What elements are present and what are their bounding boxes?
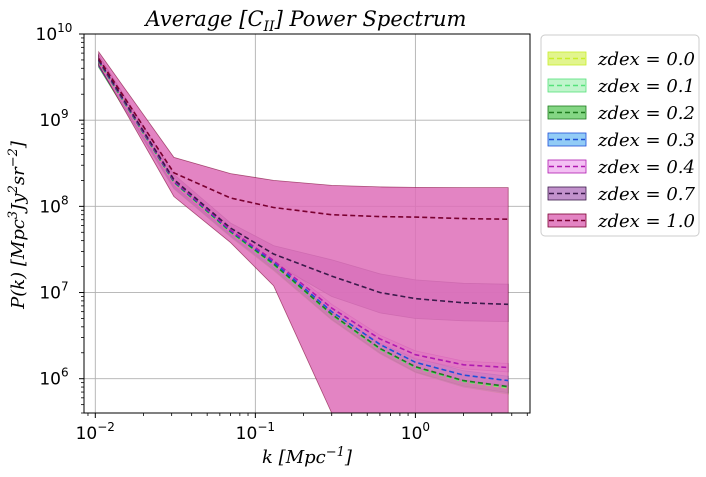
y-tick-label-3: 109 — [39, 107, 68, 131]
legend: zdex = 0.0 zdex = 0.1 zdex = 0.2 zdex = 0.3… — [540, 34, 700, 237]
x-tick-label-1: 10−1 — [236, 420, 275, 444]
mean-line-series-5 — [98, 59, 509, 306]
axis-ticks: 10−2 10−1 100 106 107 108 109 1010 — [36, 21, 528, 444]
legend-label-6: zdex = 1.0 — [597, 211, 695, 232]
y-tick-label-4: 1010 — [36, 21, 73, 45]
legend-label-0: zdex = 0.0 — [597, 49, 695, 70]
legend-label-1: zdex = 0.1 — [597, 76, 695, 97]
legend-item-6: zdex = 1.0 — [547, 211, 695, 232]
mean-lines — [98, 58, 509, 389]
legend-label-3: zdex = 0.3 — [597, 130, 695, 151]
legend-label-5: zdex = 0.7 — [597, 184, 696, 205]
x-tick-label-0: 10−2 — [76, 420, 115, 444]
legend-label-4: zdex = 0.4 — [597, 157, 695, 178]
x-axis-title: k [Mpc−1] — [262, 445, 353, 468]
mean-line-series-6 — [98, 58, 509, 220]
legend-item-2: zdex = 0.2 — [547, 103, 695, 124]
mean-line-series-4 — [98, 59, 509, 369]
plot-frame — [83, 33, 531, 414]
y-axis-title: P(k) [Mpc3Jy2sr−2] — [6, 140, 29, 310]
y-tick-label-1: 107 — [39, 280, 68, 304]
chart-title: Average [CII] Power Spectrum — [144, 7, 467, 35]
x-tick-label-2: 100 — [401, 420, 430, 444]
confidence-bands — [98, 50, 509, 414]
legend-label-2: zdex = 0.2 — [597, 103, 695, 124]
legend-item-5: zdex = 0.7 — [547, 184, 696, 205]
legend-item-1: zdex = 0.1 — [547, 76, 695, 97]
mean-line-series-2 — [98, 60, 509, 388]
plot-area: 10−2 10−1 100 106 107 108 109 1010 — [36, 21, 531, 444]
legend-item-4: zdex = 0.4 — [547, 157, 695, 178]
legend-item-3: zdex = 0.3 — [547, 130, 695, 151]
legend-item-0: zdex = 0.0 — [547, 49, 695, 70]
y-tick-label-0: 106 — [39, 366, 68, 390]
y-tick-label-2: 108 — [39, 193, 68, 217]
mean-line-series-3 — [98, 60, 509, 382]
